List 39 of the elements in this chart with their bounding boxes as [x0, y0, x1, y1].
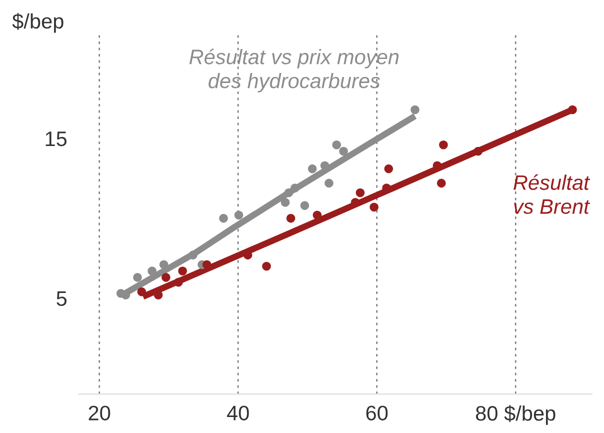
y-axis-title: $/bep	[12, 12, 64, 33]
point	[148, 266, 156, 276]
x-tick-label: 80 $/bep	[476, 405, 556, 425]
point	[234, 210, 244, 220]
point	[312, 210, 322, 220]
point	[370, 202, 378, 212]
point	[410, 105, 420, 114]
point	[439, 140, 448, 150]
point	[356, 188, 365, 198]
point	[262, 262, 271, 271]
point	[162, 273, 170, 282]
point	[474, 146, 483, 156]
series-label: Résultat vs Brent	[514, 174, 590, 214]
point	[133, 273, 142, 282]
y-tick-label: 15	[46, 132, 67, 146]
x-tick-label: 40	[226, 406, 249, 420]
point	[280, 198, 290, 207]
point	[384, 164, 394, 174]
point	[300, 201, 310, 210]
point	[324, 178, 334, 188]
point	[137, 287, 146, 296]
point	[188, 250, 198, 260]
y-tick-label: 5	[56, 291, 67, 306]
point	[436, 178, 446, 188]
point	[284, 188, 294, 198]
point	[339, 146, 348, 156]
point	[178, 266, 187, 276]
x-tick-label: 20	[88, 406, 110, 420]
point	[290, 184, 300, 192]
point	[159, 260, 168, 270]
point	[219, 214, 228, 223]
series-label: Résultat vs prix moyen des hydrocarbures	[189, 48, 399, 92]
point	[202, 260, 212, 270]
point	[286, 214, 296, 223]
point	[568, 105, 577, 114]
point	[174, 278, 183, 287]
point	[308, 164, 317, 174]
x-tick-label: 60	[366, 406, 388, 420]
point	[332, 140, 341, 150]
